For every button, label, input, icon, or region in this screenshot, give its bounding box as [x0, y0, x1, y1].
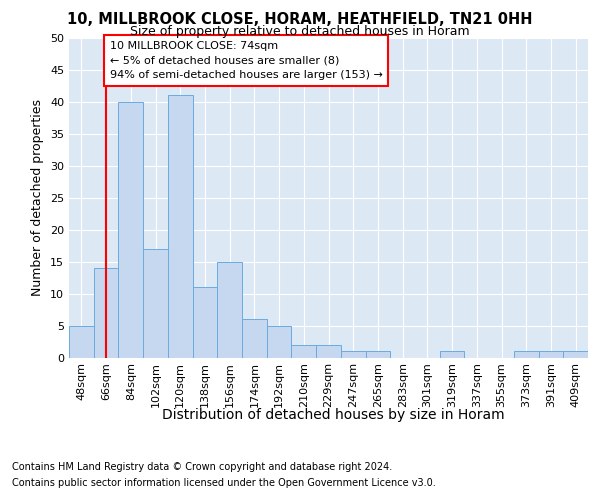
Bar — [143, 248, 168, 358]
Bar — [365, 351, 390, 358]
Bar — [563, 351, 588, 358]
Bar — [69, 326, 94, 358]
Bar — [217, 262, 242, 358]
Bar — [440, 351, 464, 358]
Bar — [242, 319, 267, 358]
Text: 10, MILLBROOK CLOSE, HORAM, HEATHFIELD, TN21 0HH: 10, MILLBROOK CLOSE, HORAM, HEATHFIELD, … — [67, 12, 533, 28]
Text: Size of property relative to detached houses in Horam: Size of property relative to detached ho… — [130, 25, 470, 38]
Text: 10 MILLBROOK CLOSE: 74sqm
← 5% of detached houses are smaller (8)
94% of semi-de: 10 MILLBROOK CLOSE: 74sqm ← 5% of detach… — [110, 40, 383, 80]
Bar — [168, 95, 193, 357]
Text: Distribution of detached houses by size in Horam: Distribution of detached houses by size … — [161, 408, 505, 422]
Bar — [539, 351, 563, 358]
Bar — [292, 344, 316, 358]
Bar — [118, 102, 143, 358]
Bar — [341, 351, 365, 358]
Bar — [316, 344, 341, 358]
Bar — [94, 268, 118, 358]
Bar — [267, 326, 292, 358]
Bar — [514, 351, 539, 358]
Y-axis label: Number of detached properties: Number of detached properties — [31, 99, 44, 296]
Bar — [193, 287, 217, 358]
Text: Contains HM Land Registry data © Crown copyright and database right 2024.: Contains HM Land Registry data © Crown c… — [12, 462, 392, 472]
Text: Contains public sector information licensed under the Open Government Licence v3: Contains public sector information licen… — [12, 478, 436, 488]
